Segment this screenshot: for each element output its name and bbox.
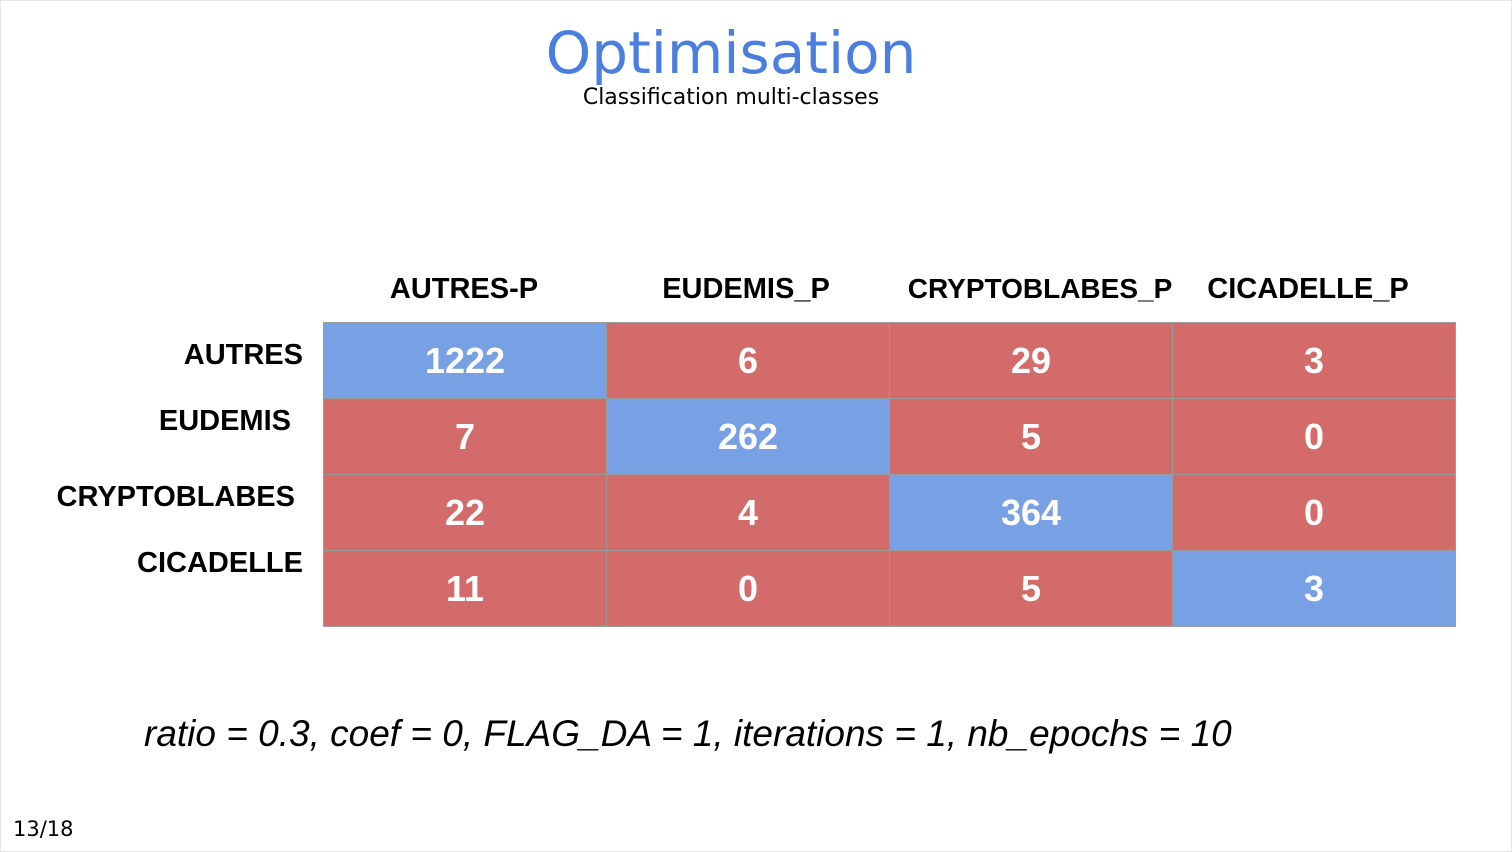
matrix-cell: 4 xyxy=(606,474,890,551)
column-header-cicadelle-p: CICADELLE_P xyxy=(1207,273,1409,305)
matrix-cell: 11 xyxy=(323,550,607,627)
matrix-row-cryptoblabes: 22 4 364 0 xyxy=(323,474,1456,551)
matrix-cell: 7 xyxy=(323,398,607,475)
slide-subtitle: Classification multi-classes xyxy=(582,85,880,110)
slide-title: Optimisation xyxy=(545,19,917,87)
matrix-cell: 0 xyxy=(1172,474,1456,551)
matrix-cell: 5 xyxy=(889,398,1173,475)
matrix-row-autres: 1222 6 29 3 xyxy=(323,322,1456,399)
row-label-autres: AUTRES xyxy=(183,339,303,371)
row-label-cryptoblabes: CRYPTOBLABES xyxy=(56,481,295,513)
matrix-cell: 262 xyxy=(606,398,890,475)
matrix-cell: 22 xyxy=(323,474,607,551)
column-header-autres-p: AUTRES-P xyxy=(389,273,539,305)
row-label-cicadelle: CICADELLE xyxy=(137,547,303,579)
matrix-cell: 3 xyxy=(1172,322,1456,399)
row-label-eudemis: EUDEMIS xyxy=(158,405,291,437)
matrix-cell: 0 xyxy=(1172,398,1456,475)
matrix-cell: 3 xyxy=(1172,550,1456,627)
matrix-cell: 0 xyxy=(606,550,890,627)
matrix-cell: 29 xyxy=(889,322,1173,399)
column-header-cryptoblabes-p: CRYPTOBLABES_P xyxy=(907,273,1173,304)
matrix-cell: 1222 xyxy=(323,322,607,399)
column-header-eudemis-p: EUDEMIS_P xyxy=(662,273,830,305)
matrix-row-eudemis: 7 262 5 0 xyxy=(323,398,1456,475)
hyperparameters-text: ratio = 0.3, coef = 0, FLAG_DA = 1, iter… xyxy=(144,713,1232,754)
matrix-cell: 5 xyxy=(889,550,1173,627)
page-number: 13/18 xyxy=(13,817,74,841)
matrix-cell: 6 xyxy=(606,322,890,399)
confusion-matrix: 1222 6 29 3 7 262 5 0 22 4 364 0 11 0 5 … xyxy=(323,322,1456,627)
matrix-row-cicadelle: 11 0 5 3 xyxy=(323,550,1456,627)
matrix-cell: 364 xyxy=(889,474,1173,551)
